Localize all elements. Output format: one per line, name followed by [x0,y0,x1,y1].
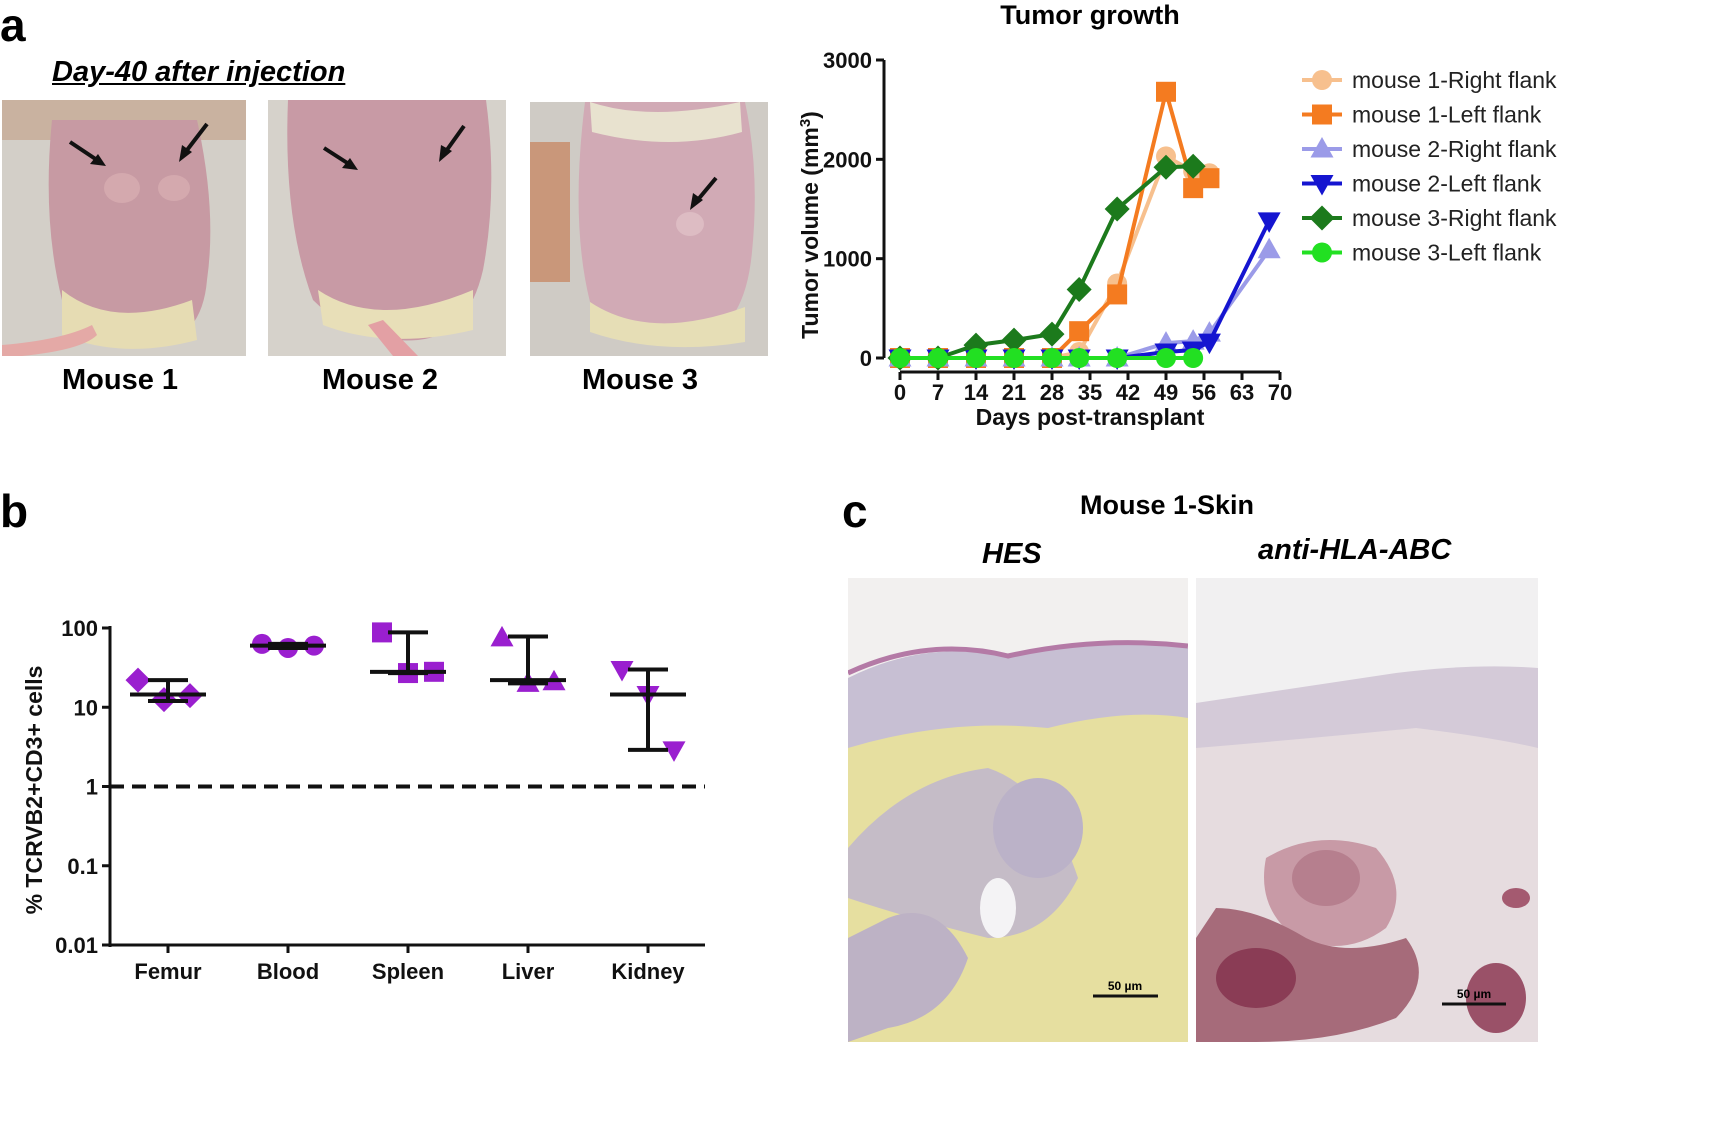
legend-entry: mouse 3-Right flank [1352,205,1557,231]
legend-marker [1310,175,1334,196]
tumor-data-point [1257,237,1281,259]
tumor-x-tick: 49 [1154,380,1178,405]
tcr-y-tick: 100 [61,616,98,641]
tumor-data-point [1153,154,1179,180]
tcr-data-point [490,625,514,647]
tumor-data-point [1004,348,1024,368]
legend-entry: mouse 1-Right flank [1352,67,1557,93]
tumor-data-point [1066,276,1092,302]
legend-marker [1312,104,1332,125]
tumor-data-point [1156,348,1176,368]
tumor-x-axis-label: Days post-transplant [976,404,1205,430]
tcr-category-label: Spleen [372,959,444,984]
photo-title: Day-40 after injection [52,56,346,88]
tcr-category-label: Femur [134,959,202,984]
panel-letter-b: b [0,485,29,537]
histology-hes-image: 50 µm [848,578,1188,1042]
tumor-data-point [928,348,948,368]
tumor-data-point [1183,348,1204,368]
tumor-x-tick: 21 [1002,380,1026,405]
tcr-data-point [372,622,392,643]
tumor-x-tick: 7 [932,380,944,405]
tumor-data-point [1069,321,1090,342]
scale-bar-hla: 50 µm [1457,987,1491,1001]
chart-title-tumor-growth: Tumor growth [1000,0,1180,30]
mouse-photo-3 [530,102,768,356]
tumor-y-axis-label: Tumor volume (mm3) [797,111,824,339]
tumor-data-point [1156,81,1176,102]
tumor-y-tick: 2000 [823,147,872,172]
mouse-label-3: Mouse 3 [581,364,699,396]
tumor-data-point [1183,178,1204,199]
tumor-data-point [1199,168,1220,189]
panel-letter-c: c [842,485,868,537]
tumor-y-tick: 1000 [823,247,872,272]
tumor-data-point [1042,348,1062,368]
legend-marker [1312,70,1332,90]
tumor-data-point [1001,327,1027,353]
tcr-data-point [125,667,151,693]
tumor-series-line [900,83,1211,360]
tumor-x-tick: 56 [1192,380,1216,405]
tcr-data-point [662,741,686,762]
legend-entry: mouse 2-Left flank [1352,171,1542,197]
tumor-x-tick: 42 [1116,380,1140,405]
tumor-growth-chart: 0 1000 2000 3000 0 7 14 21 28 35 42 49 56 63 70 mouse … [797,48,1558,430]
tcr-y-tick: 10 [74,695,98,720]
tcr-y-tick: 0.01 [55,933,98,958]
tumor-x-tick: 28 [1040,380,1064,405]
tcr-category-label: Kidney [611,959,685,984]
tcrvb2-scatter-chart: 0.01 0.1 1 10 100 Femur Blood Spleen Liver Kidney… [21,616,705,984]
tcr-y-tick: 1 [86,775,98,800]
tumor-data-point [1107,348,1128,368]
tcr-category-label: Liver [502,959,555,984]
hla-label: anti-HLA-ABC [1258,534,1452,566]
legend-entry: mouse 3-Left flank [1352,240,1542,266]
tumor-x-tick: 0 [894,380,906,405]
tumor-data-point [1257,212,1281,233]
histology-hla-image: 50 µm [1196,578,1538,1042]
hes-label: HES [982,538,1042,570]
tumor-y-tick: 0 [860,346,872,371]
tumor-data-point [1039,321,1065,347]
tcr-category-label: Blood [257,959,319,984]
mouse-label-2: Mouse 2 [321,364,439,396]
mouse-photo-2 [268,100,506,356]
tcr-data-point [610,660,634,682]
mouse-photo-1 [2,100,246,356]
tumor-x-tick: 14 [964,380,989,405]
histology-title: Mouse 1-Skin [1080,490,1255,520]
legend-marker [1310,137,1334,158]
tcr-y-tick: 0.1 [67,854,98,879]
tumor-data-point [1107,284,1128,305]
legend-marker [1312,242,1332,263]
tumor-data-point [1180,153,1206,179]
legend-marker [1309,205,1335,231]
tcr-y-axis-label: % TCRVB2+CD3+ cells [21,666,47,915]
scale-bar-hes: 50 µm [1108,979,1142,993]
panel-letter-a: a [0,0,26,51]
tumor-x-tick: 70 [1268,380,1292,405]
legend-entry: mouse 2-Right flank [1352,136,1557,162]
mouse-label-1: Mouse 1 [61,364,179,396]
tumor-data-point [966,348,986,368]
tumor-x-tick: 35 [1078,380,1102,405]
tumor-data-point [1197,333,1221,355]
tumor-data-point [1104,196,1130,222]
tumor-y-tick: 3000 [823,48,872,73]
tumor-x-tick: 63 [1230,380,1254,405]
tumor-data-point [1069,348,1090,368]
legend-entry: mouse 1-Left flank [1352,102,1542,128]
tumor-data-point [890,348,910,368]
